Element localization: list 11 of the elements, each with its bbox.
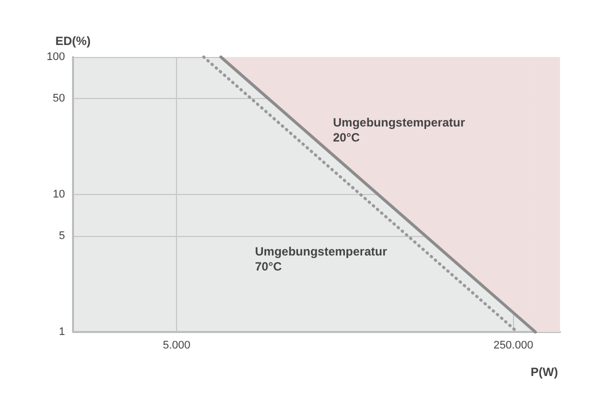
y-tick-label: 5	[58, 230, 65, 242]
x-tick-label: 5.000	[162, 340, 190, 352]
x-axis-title: P(W)	[530, 365, 558, 379]
y-axis-title: ED(%)	[55, 34, 91, 48]
y-tick-label: 50	[52, 92, 65, 104]
y-tick-label: 100	[46, 51, 65, 63]
y-tick-label: 10	[52, 188, 65, 200]
annotation: Umgebungstemperatur 20°C	[333, 116, 466, 144]
y-tick-label: 1	[58, 326, 65, 338]
x-tick-label: 250.000	[493, 340, 534, 352]
annotation: Umgebungstemperatur 70°C	[255, 244, 388, 274]
